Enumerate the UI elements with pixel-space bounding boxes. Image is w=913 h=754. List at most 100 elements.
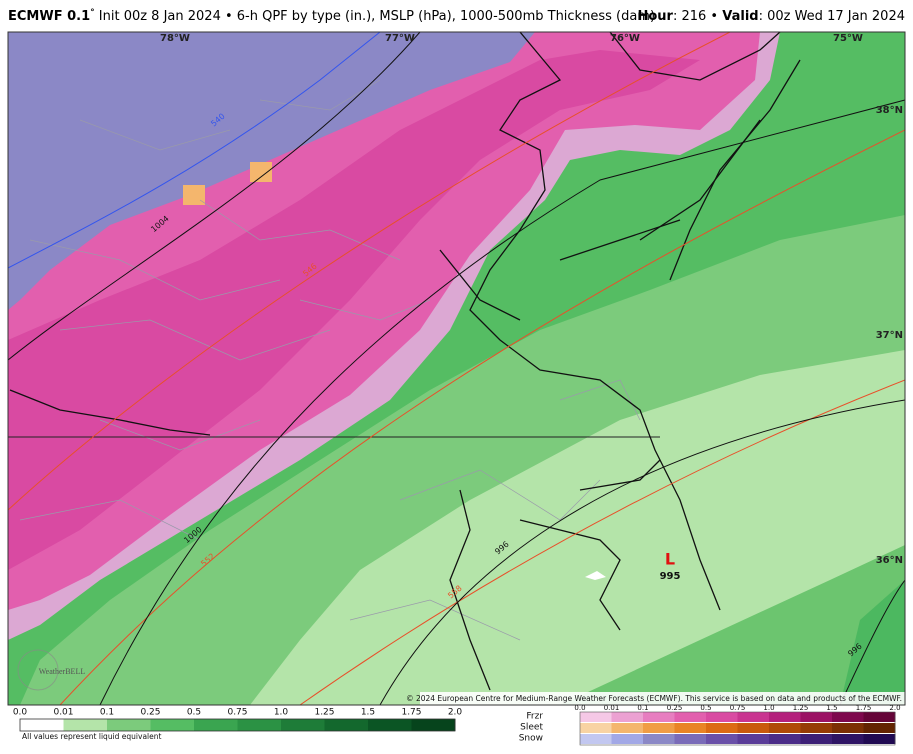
type-swatch	[674, 712, 707, 722]
degree: °	[90, 8, 95, 18]
rain-bar-border	[19, 718, 456, 732]
county-line	[99, 419, 261, 451]
longitude-label: 77°W	[385, 33, 415, 44]
type-swatch	[611, 723, 644, 733]
valid-time: Hour: 216 • Valid: 00z Wed 17 Jan 2024	[637, 9, 905, 24]
map: 78°W 77°W 76°W 75°W38°N37°N36°N540100454610…	[8, 32, 905, 705]
type-swatch	[643, 734, 675, 744]
type-tick-label: 0.1	[637, 704, 648, 712]
county-line	[19, 499, 201, 541]
rain-tick-label: 0.01	[53, 708, 73, 718]
type-swatch	[737, 712, 770, 722]
type-swatch	[674, 734, 707, 744]
type-tick-label: 2.0	[889, 704, 900, 712]
latitude-label: 36°N	[876, 555, 903, 566]
coastline	[609, 32, 781, 81]
type-swatch	[674, 723, 707, 733]
thickness-contour	[8, 32, 731, 511]
type-swatch	[706, 734, 738, 744]
rain-swatch	[411, 719, 456, 731]
rain-swatch	[324, 719, 369, 731]
rain-tick-label: 1.25	[314, 708, 334, 718]
type-tick-label: 1.75	[856, 704, 872, 712]
type-tick-label: 0.0	[574, 704, 585, 712]
type-swatch	[863, 712, 896, 722]
type-tick-label: 1.25	[793, 704, 809, 712]
thickness-contour	[299, 379, 905, 705]
coastline	[439, 249, 521, 321]
type-swatch	[800, 723, 833, 733]
longitude-label: 78°W	[160, 33, 190, 44]
isobar	[839, 579, 905, 705]
type-tick-label: 0.01	[604, 704, 620, 712]
type-label: Snow	[519, 734, 543, 744]
type-swatch	[832, 712, 864, 722]
rain-tick-label: 0.75	[227, 708, 247, 718]
coastline	[579, 459, 661, 491]
county-line	[59, 319, 331, 361]
rain-tick-label: 1.0	[274, 708, 289, 718]
legend: 0.0 0.01 0.1 0.25 0.5 0.75 1.0 1.25 1.5 1.75 2.0 Al…	[13, 704, 901, 746]
copyright-bg	[420, 692, 905, 705]
county-line	[79, 119, 231, 151]
county-line	[349, 599, 521, 641]
county-line	[399, 469, 601, 521]
thickness-540	[8, 32, 381, 269]
rain-swatch	[368, 719, 412, 731]
county-line	[299, 299, 431, 321]
type-label: Frzr	[526, 712, 543, 722]
rain-tick-label: 1.75	[401, 708, 421, 718]
type-swatch	[580, 734, 612, 744]
type-tick-label: 1.5	[826, 704, 837, 712]
model-name: ECMWF 0.1	[8, 9, 90, 24]
island	[585, 571, 606, 580]
isobar	[99, 99, 905, 705]
logo: WeatherBELL	[39, 667, 86, 676]
type-swatch	[769, 734, 801, 744]
rain-tick-label: 0.5	[187, 708, 201, 718]
type-tick-label: 1.0	[763, 704, 774, 712]
rain-swatch	[281, 719, 325, 731]
county-line	[559, 379, 641, 421]
low-symbol: L	[665, 550, 675, 569]
rain-swatch	[107, 719, 151, 731]
precip-corner	[560, 545, 905, 705]
type-swatch	[580, 712, 612, 722]
sleet-spot	[183, 185, 205, 205]
coastline	[519, 519, 621, 631]
type-swatch	[769, 723, 801, 733]
rain-tick-label: 0.0	[13, 708, 28, 718]
latitude-label: 38°N	[876, 105, 903, 116]
type-swatch	[800, 734, 833, 744]
isobar	[379, 399, 905, 705]
legend-note: All values represent liquid equivalent	[22, 732, 161, 741]
hour-label: Hour	[637, 9, 673, 24]
rain-swatch	[150, 719, 195, 731]
type-swatch	[611, 712, 644, 722]
valid-label: Valid	[722, 9, 758, 24]
type-swatch	[611, 734, 644, 744]
type-tick-label: 0.5	[700, 704, 711, 712]
type-bar-border	[579, 711, 896, 746]
county-line	[199, 199, 401, 261]
type-label: Sleet	[520, 723, 543, 733]
county-line	[29, 239, 281, 301]
map-border	[7, 31, 906, 706]
type-swatch	[737, 734, 770, 744]
type-tick-label: 0.25	[667, 704, 683, 712]
precip-corner-dark	[840, 580, 905, 705]
logo-badge	[17, 649, 59, 691]
isobar	[8, 32, 421, 361]
type-swatch	[832, 734, 864, 744]
coastline	[9, 389, 211, 436]
latitude-label: 37°N	[876, 330, 903, 341]
mix	[8, 32, 535, 310]
valid-value: : 00z Wed 17 Jan 2024	[759, 9, 905, 24]
rain-swatch	[194, 719, 238, 731]
longitude-label: 75°W	[833, 33, 863, 44]
type-swatch	[800, 712, 833, 722]
type-swatch	[643, 723, 675, 733]
low-pressure: 995	[660, 571, 681, 582]
rain-swatch	[237, 719, 282, 731]
